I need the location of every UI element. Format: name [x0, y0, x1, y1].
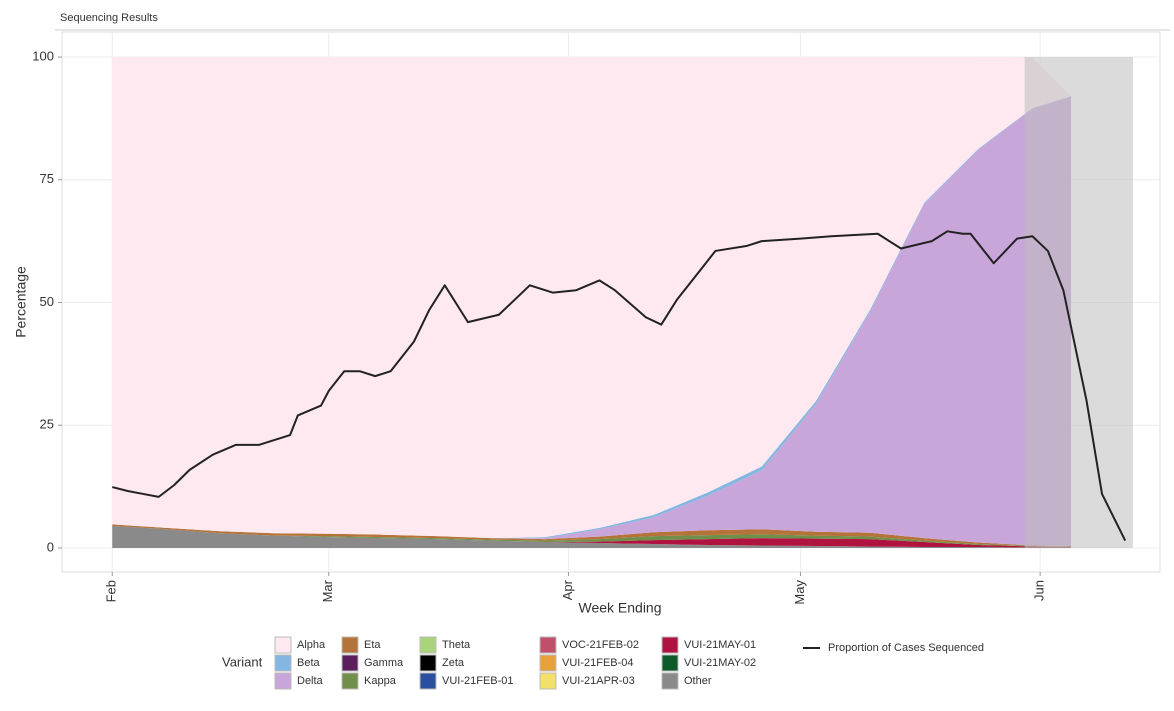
y-tick-label: 50: [40, 294, 54, 309]
area: [112, 57, 1072, 539]
legend-label: Other: [684, 675, 712, 687]
legend-label: Beta: [297, 657, 321, 669]
shaded-region: [1024, 57, 1133, 548]
legend-label: VUI-21FEB-04: [562, 657, 634, 669]
y-tick-label: 100: [32, 48, 54, 63]
x-tick-label: Apr: [560, 579, 575, 600]
legend-label: Delta: [297, 675, 324, 687]
x-tick-label: May: [792, 580, 807, 605]
legend-label: Kappa: [364, 675, 397, 687]
legend-label: Alpha: [297, 639, 326, 651]
legend-label: Eta: [364, 639, 381, 651]
legend-swatch: [419, 654, 437, 672]
legend-swatch: [274, 636, 292, 654]
line: [112, 230, 1127, 542]
legend-swatch: [419, 636, 437, 654]
legend-swatch: [539, 672, 557, 690]
legend-label: VOC-21FEB-02: [562, 639, 639, 651]
chart-title: Sequencing Results: [60, 12, 158, 24]
legend-label: Gamma: [364, 657, 404, 669]
y-tick-label: 0: [47, 539, 54, 554]
area: [112, 96, 1072, 546]
y-axis-label: Percentage: [13, 266, 29, 338]
x-tick-label: Jun: [1032, 580, 1047, 601]
legend-swatch: [419, 672, 437, 690]
legend-swatch: [539, 636, 557, 654]
y-tick-label: 75: [40, 171, 54, 186]
legend-swatch: [341, 654, 359, 672]
legend-swatch: [661, 636, 679, 654]
legend-swatch: [661, 654, 679, 672]
legend-swatch: [274, 654, 292, 672]
y-tick-label: 25: [40, 417, 54, 432]
x-axis-label: Week Ending: [578, 600, 661, 616]
x-tick-label: Feb: [104, 580, 119, 602]
legend-label: VUI-21FEB-01: [442, 675, 514, 687]
area: [112, 525, 1072, 547]
legend-label: Zeta: [442, 657, 465, 669]
legend-swatch: [341, 672, 359, 690]
legend-swatch: [274, 672, 292, 690]
area: [112, 525, 1072, 548]
legend-title: Variant: [222, 654, 263, 669]
legend-swatch: [661, 672, 679, 690]
area: [112, 524, 1072, 547]
legend-label: Proportion of Cases Sequenced: [828, 642, 984, 654]
legend-label: VUI-21MAY-02: [684, 657, 756, 669]
legend-label: VUI-21MAY-01: [684, 639, 756, 651]
legend-swatch: [341, 636, 359, 654]
x-tick-label: Mar: [320, 579, 335, 602]
legend-label: Theta: [442, 639, 471, 651]
legend-swatch: [539, 654, 557, 672]
legend-label: VUI-21APR-03: [562, 675, 635, 687]
area: [112, 525, 1072, 548]
